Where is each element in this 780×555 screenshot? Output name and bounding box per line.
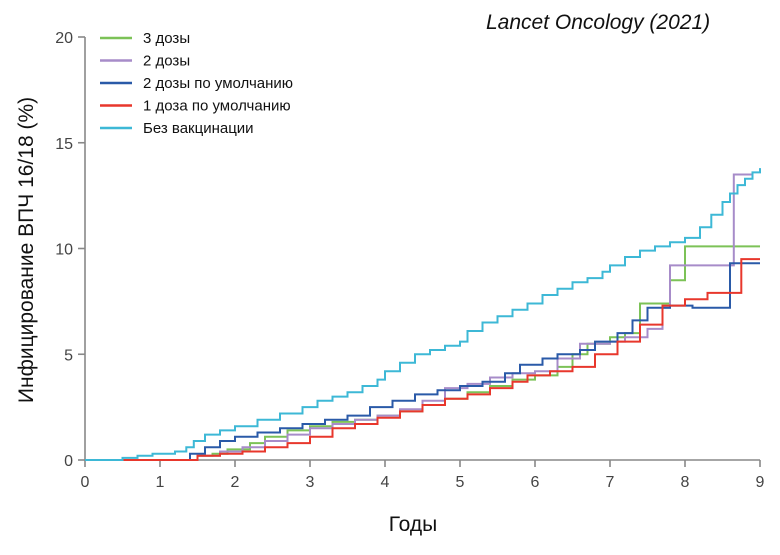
series-layer [85,168,761,461]
y-tick-label: 5 [64,347,73,364]
series-line-4 [85,258,760,461]
axes: 0 5 10 15 20 0 1 2 3 4 5 6 7 8 9 [55,30,764,491]
y-tick-label: 0 [64,453,73,470]
x-tick-label: 0 [81,474,90,491]
legend-label: 3 дозы [143,30,190,47]
x-tick-label: 1 [156,474,165,491]
y-tick-label: 20 [55,30,73,47]
legend-label: Без вакцинации [143,120,254,137]
x-tick-label: 8 [681,474,690,491]
x-axis-title: Годы [389,513,438,536]
y-tick-label: 10 [55,242,73,259]
series-line-1 [85,245,760,461]
x-tick-label: 7 [606,474,615,491]
legend-label: 1 доза по умолчанию [143,98,291,115]
source-note: Lancet Oncology (2021) [486,11,711,34]
legend-label: 2 дозы по умолчанию [143,75,293,92]
x-tick-label: 5 [456,474,465,491]
y-tick-label: 15 [55,136,73,153]
legend: 3 дозы 2 дозы 2 дозы по умолчанию 1 доза по… [100,30,293,137]
x-tick-label: 6 [531,474,540,491]
series-line-2 [85,173,753,461]
x-tick-label: 3 [306,474,315,491]
legend-label: 2 дозы [143,53,190,70]
series-line-3 [85,262,760,461]
x-tick-label: 9 [756,474,765,491]
x-tick-label: 2 [231,474,240,491]
series-line-5 [85,168,761,461]
x-tick-label: 4 [381,474,390,491]
y-axis-title: Инфицирование ВПЧ 16/18 (%) [15,97,38,403]
